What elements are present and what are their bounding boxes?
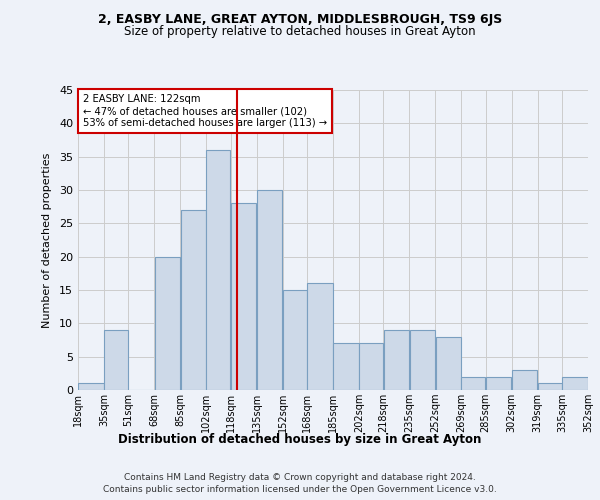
Bar — [333, 344, 359, 390]
Bar — [436, 336, 461, 390]
Bar — [231, 204, 256, 390]
Bar — [410, 330, 435, 390]
Bar — [383, 330, 409, 390]
Bar — [307, 284, 333, 390]
Bar — [538, 384, 562, 390]
Bar — [257, 190, 283, 390]
Bar — [104, 330, 128, 390]
Bar — [155, 256, 180, 390]
Bar — [181, 210, 206, 390]
Bar — [562, 376, 588, 390]
Text: Distribution of detached houses by size in Great Ayton: Distribution of detached houses by size … — [118, 432, 482, 446]
Text: Contains public sector information licensed under the Open Government Licence v3: Contains public sector information licen… — [103, 485, 497, 494]
Bar — [461, 376, 485, 390]
Text: 2, EASBY LANE, GREAT AYTON, MIDDLESBROUGH, TS9 6JS: 2, EASBY LANE, GREAT AYTON, MIDDLESBROUG… — [98, 12, 502, 26]
Bar — [512, 370, 538, 390]
Text: Contains HM Land Registry data © Crown copyright and database right 2024.: Contains HM Land Registry data © Crown c… — [124, 472, 476, 482]
Bar — [359, 344, 383, 390]
Bar — [206, 150, 230, 390]
Bar — [486, 376, 511, 390]
Text: 2 EASBY LANE: 122sqm
← 47% of detached houses are smaller (102)
53% of semi-deta: 2 EASBY LANE: 122sqm ← 47% of detached h… — [83, 94, 327, 128]
Bar — [283, 290, 307, 390]
Text: Size of property relative to detached houses in Great Ayton: Size of property relative to detached ho… — [124, 25, 476, 38]
Bar — [78, 384, 104, 390]
Y-axis label: Number of detached properties: Number of detached properties — [42, 152, 52, 328]
